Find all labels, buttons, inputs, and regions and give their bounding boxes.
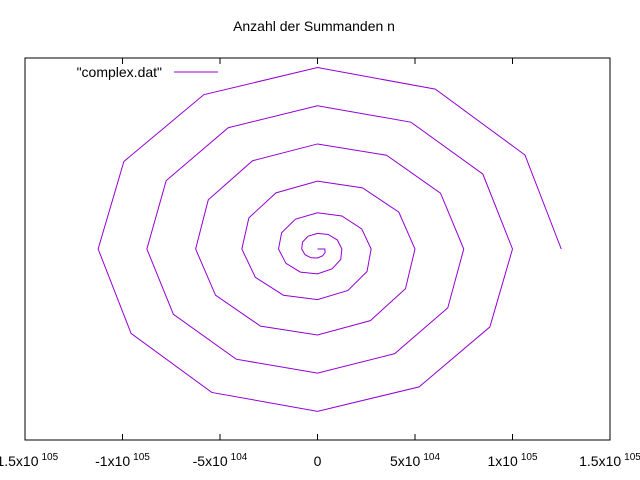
x-tick-label: 1x10 105 [487,452,537,469]
x-tick-label-base: -1x10 [95,453,130,469]
x-tick-label: -5x10 104 [193,452,248,469]
x-tick-label-exponent: 105 [42,452,59,463]
x-tick-label-exponent: 105 [133,452,150,463]
data-line [97,67,562,412]
x-tick-label-exponent: 104 [423,452,440,463]
x-tick-label-base: 5x10 [390,453,421,469]
x-tick-label: -1x10 105 [95,452,150,469]
x-tick-label-base: -1.5x10 [0,453,39,469]
x-tick-label-base: 1.5x10 [579,453,621,469]
chart-title: Anzahl der Summanden n [233,18,395,34]
x-tick-label: 1.5x10 105 [579,452,640,469]
x-tick-label-exponent: 104 [231,452,248,463]
x-tick-label-exponent: 105 [624,452,640,463]
x-tick-label-base: 1x10 [487,453,518,469]
legend-label: "complex.dat" [77,64,162,80]
x-tick-label: 5x10 104 [390,452,440,469]
x-tick-label-base: -5x10 [193,453,228,469]
x-tick-label-exponent: 105 [521,452,538,463]
x-tick-label: 0 [314,453,322,469]
